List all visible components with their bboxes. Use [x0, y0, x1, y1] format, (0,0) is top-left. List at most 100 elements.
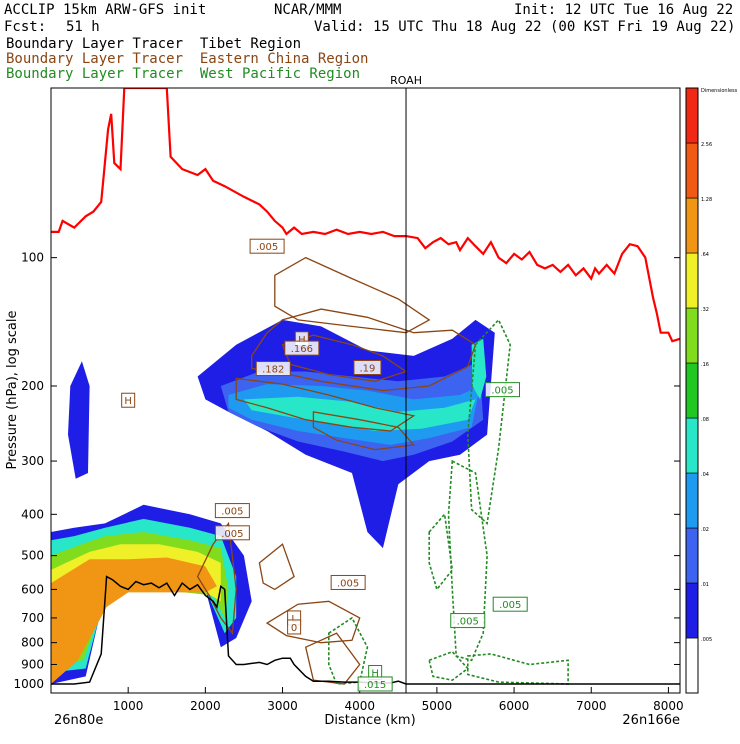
contour-label-6: .005	[221, 529, 243, 540]
x-tick-label-6: 7000	[576, 699, 607, 713]
contour-label-box-9	[287, 619, 302, 635]
west-pacific-contour-4	[327, 616, 369, 685]
colorbar-frame	[685, 87, 699, 694]
legend-line-eastern-china: Boundary Layer Tracer Eastern China Regi…	[6, 51, 369, 67]
contour-label-14: H	[371, 669, 379, 680]
contour-label-8: L	[291, 614, 297, 625]
contour-label-9: 0	[291, 623, 297, 634]
header-valid: Valid: 15 UTC Thu 18 Aug 22 (00 KST Fri …	[314, 19, 736, 35]
eastern-china-contour-6	[258, 543, 295, 591]
colorbar-segment-3	[685, 472, 699, 529]
colorbar-label-7: .64	[701, 252, 709, 258]
right-endpoint-label: 26n166e	[622, 713, 680, 728]
colorbar-segment-0	[685, 637, 699, 694]
plot-lines	[51, 88, 680, 693]
colorbar-title: Dimensionless	[701, 88, 738, 94]
colorbar-segment-2	[685, 527, 699, 584]
contour-label-11: .005	[491, 386, 513, 397]
colorbar-label-6: .32	[701, 307, 709, 313]
contour-label-box-15	[357, 676, 393, 692]
header-org: NCAR/MMM	[274, 2, 342, 18]
tracer-shade-3	[243, 396, 476, 431]
contour-label-4: .19	[359, 364, 375, 375]
colorbar-segment-6	[685, 307, 699, 364]
tracer-shade-4	[471, 338, 487, 400]
legend-line-west-pacific: Boundary Layer Tracer West Pacific Regio…	[6, 66, 361, 82]
contour-label-5: .005	[221, 507, 243, 518]
y-tick-label-8: 900	[21, 657, 44, 671]
legend-line-tibet: Boundary Layer Tracer Tibet Region	[6, 36, 302, 52]
contour-label-box-4	[353, 360, 382, 376]
contour-label-1: H	[298, 335, 306, 346]
colorbar-segment-5	[685, 362, 699, 419]
colorbar-label-4: .08	[701, 417, 709, 423]
colorbar-label-9: 2.56	[701, 142, 712, 148]
colorbar-segment-9	[685, 142, 699, 199]
station-marker-label: ROAH	[390, 74, 422, 87]
x-tick-label-7: 8000	[653, 699, 684, 713]
header-fcst-value: 51 h	[66, 19, 100, 35]
tracer-field-shading	[51, 319, 495, 684]
y-tick-label-1: 200	[21, 379, 44, 393]
colorbar-segment-4	[685, 417, 699, 474]
y-tick-label-5: 600	[21, 582, 44, 596]
y-tick-label-0: 100	[21, 251, 44, 265]
x-tick-label-4: 5000	[422, 699, 453, 713]
colorbar-segment-8	[685, 197, 699, 254]
eastern-china-contour-1	[274, 256, 431, 334]
eastern-china-contour-4	[312, 411, 415, 451]
colorbar-label-2: .02	[701, 527, 709, 533]
colorbar-label-5: .16	[701, 362, 709, 368]
contour-label-box-13	[450, 613, 486, 629]
terrain-line	[51, 575, 680, 685]
eastern-china-contour-3	[235, 377, 416, 432]
west-pacific-contour-3	[466, 653, 569, 685]
colorbar-label-0: .005	[701, 637, 712, 643]
header-init: Init: 12 UTC Tue 16 Aug 22	[514, 2, 734, 18]
contour-label-15: .015	[364, 680, 386, 691]
y-tick-label-4: 500	[21, 549, 44, 563]
tracer-shade-5	[68, 361, 90, 479]
contour-label-box-0	[249, 238, 285, 254]
west-pacific-contour-1	[447, 459, 488, 662]
colorbar-label-3: .04	[701, 472, 709, 478]
contour-label-3: .182	[262, 365, 284, 376]
plot-frame	[50, 87, 681, 694]
contour-label-box-3	[255, 361, 291, 377]
x-tick-label-0: 1000	[113, 699, 144, 713]
contour-label-box-2	[284, 340, 320, 356]
y-tick-label-9: 1000	[13, 677, 44, 691]
x-axis-label: Distance (km)	[324, 713, 415, 728]
contour-label-12: .005	[499, 600, 521, 611]
tracer-shade-10	[51, 557, 217, 684]
contour-label-box-5	[214, 503, 250, 519]
header-fcst-label: Fcst:	[4, 19, 47, 35]
west-pacific-contour-2	[428, 512, 454, 592]
contour-label-10: H	[124, 396, 132, 407]
contour-label-7: .005	[337, 578, 359, 589]
colorbar-label-1: .01	[701, 582, 709, 588]
contour-label-box-7	[330, 574, 366, 590]
contour-label-2: .166	[291, 344, 313, 355]
contour-label-13: .005	[457, 617, 479, 628]
x-tick-label-1: 2000	[190, 699, 221, 713]
left-endpoint-label: 26n80e	[54, 713, 103, 728]
contour-label-box-11	[484, 382, 520, 398]
tropopause-line	[51, 88, 680, 343]
x-tick-label-3: 4000	[344, 699, 375, 713]
contour-label-0: .005	[256, 242, 278, 253]
colorbar-segment-7	[685, 252, 699, 309]
contour-label-box-12	[492, 596, 528, 612]
header-model: ACCLIP 15km ARW-GFS init	[4, 2, 207, 18]
x-tick-label-5: 6000	[499, 699, 530, 713]
y-tick-label-2: 300	[21, 454, 44, 468]
colorbar-segment-10	[685, 87, 699, 144]
west-pacific-contour-5	[428, 650, 469, 682]
y-tick-label-3: 400	[21, 507, 44, 521]
contour-labels: .005H.166.182.19.005.005.005L0H.005.005.…	[121, 238, 528, 692]
y-axis-label: Pressure (hPa), log scale	[5, 311, 20, 470]
colorbar-segment-1	[685, 582, 699, 639]
colorbar: Dimensionless .005 .01 .02 .04 .08 .16 .32 .64 1.…	[685, 87, 738, 694]
